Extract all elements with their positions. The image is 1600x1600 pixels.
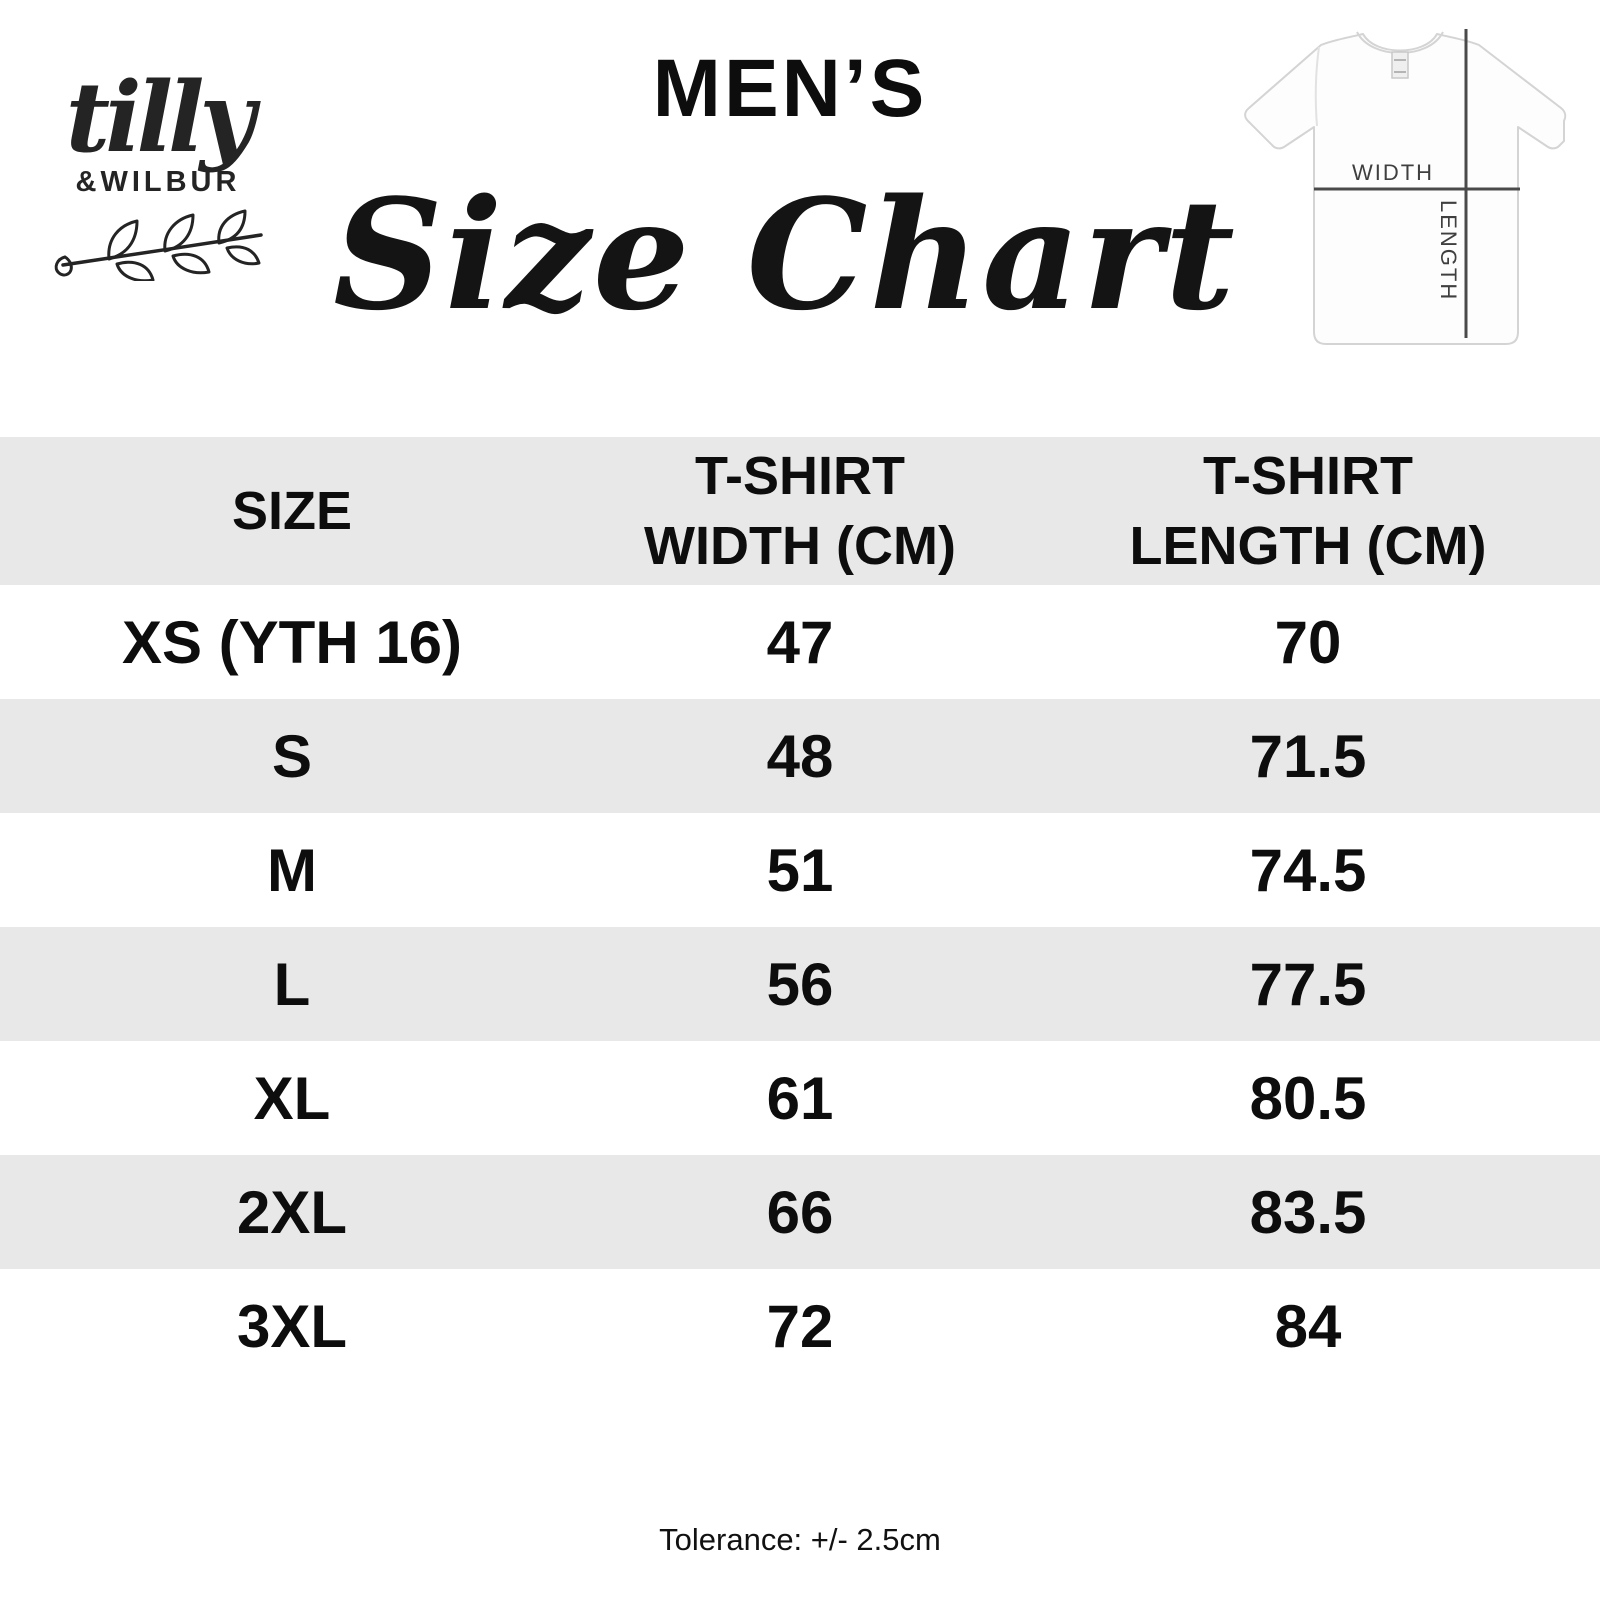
cell-size: XS (YTH 16) (121, 608, 463, 676)
cell-length-cm: 71.5 (1249, 722, 1367, 790)
cell-width-cm: 72 (766, 1292, 834, 1360)
column-header-line: WIDTH (CM) (644, 516, 956, 576)
category-title: MEN’S (652, 43, 928, 134)
column-header-line: SIZE (231, 480, 353, 541)
width-label: WIDTH (1352, 160, 1434, 185)
cell-width-cm: 61 (766, 1064, 834, 1132)
cell-length-cm: 74.5 (1249, 836, 1367, 904)
cell-width-cm: 51 (766, 836, 834, 904)
table-row: 3XL 72 84 (0, 1269, 1600, 1383)
brand-name-caps: &WILBUR (75, 166, 241, 198)
size-table-body: XS (YTH 16) 47 70 S 48 71.5 M 51 74.5 L 56 77.5 XL 61… (0, 585, 1600, 1383)
column-header-length: T-SHIRT LENGTH (CM) (1016, 437, 1600, 585)
table-row: XL 61 80.5 (0, 1041, 1600, 1155)
cell-length-cm: 70 (1274, 608, 1342, 676)
table-header-row: SIZE T-SHIRT WIDTH (CM) T-SHIRT LENGTH (… (0, 437, 1600, 585)
cell-size: M (267, 836, 317, 904)
column-header-size: SIZE (0, 437, 584, 585)
column-header-width: T-SHIRT WIDTH (CM) (584, 437, 1016, 585)
cell-length-cm: 77.5 (1249, 950, 1367, 1018)
cell-width-cm: 47 (766, 608, 834, 676)
brand-name-script: tilly (65, 61, 256, 174)
cell-size: XL (253, 1064, 331, 1132)
neck-label (1391, 51, 1409, 79)
cell-size: L (273, 950, 311, 1018)
column-header-line: T-SHIRT (1203, 445, 1413, 506)
cell-length-cm: 83.5 (1249, 1178, 1367, 1246)
cell-size: 3XL (236, 1292, 348, 1360)
sleeve-seam-left (1314, 46, 1320, 127)
cell-size: S (271, 722, 313, 790)
cell-width-cm: 56 (766, 950, 834, 1018)
cell-length-cm: 80.5 (1249, 1064, 1367, 1132)
cell-length-cm: 84 (1274, 1292, 1342, 1360)
table-row: M 51 74.5 (0, 813, 1600, 927)
length-label: LENGTH (1436, 200, 1461, 301)
column-header-line: T-SHIRT (695, 445, 905, 506)
cell-size: 2XL (236, 1178, 348, 1246)
cell-width-cm: 48 (766, 722, 834, 790)
page-title: Size Chart (333, 165, 1237, 344)
brand-logo: tilly &WILBUR (38, 70, 278, 286)
size-table: SIZE T-SHIRT WIDTH (CM) T-SHIRT LENGTH (… (0, 437, 1600, 1383)
table-row: L 56 77.5 (0, 927, 1600, 1041)
tolerance-note: Tolerance: +/- 2.5cm (659, 1522, 941, 1557)
table-row: S 48 71.5 (0, 699, 1600, 813)
table-row: XS (YTH 16) 47 70 (0, 585, 1600, 699)
cell-width-cm: 66 (766, 1178, 834, 1246)
tshirt-measurement-diagram: WIDTH LENGTH (1244, 29, 1567, 345)
branch-leaves-icon (54, 209, 263, 283)
table-row: 2XL 66 83.5 (0, 1155, 1600, 1269)
column-header-line: LENGTH (CM) (1129, 516, 1487, 576)
